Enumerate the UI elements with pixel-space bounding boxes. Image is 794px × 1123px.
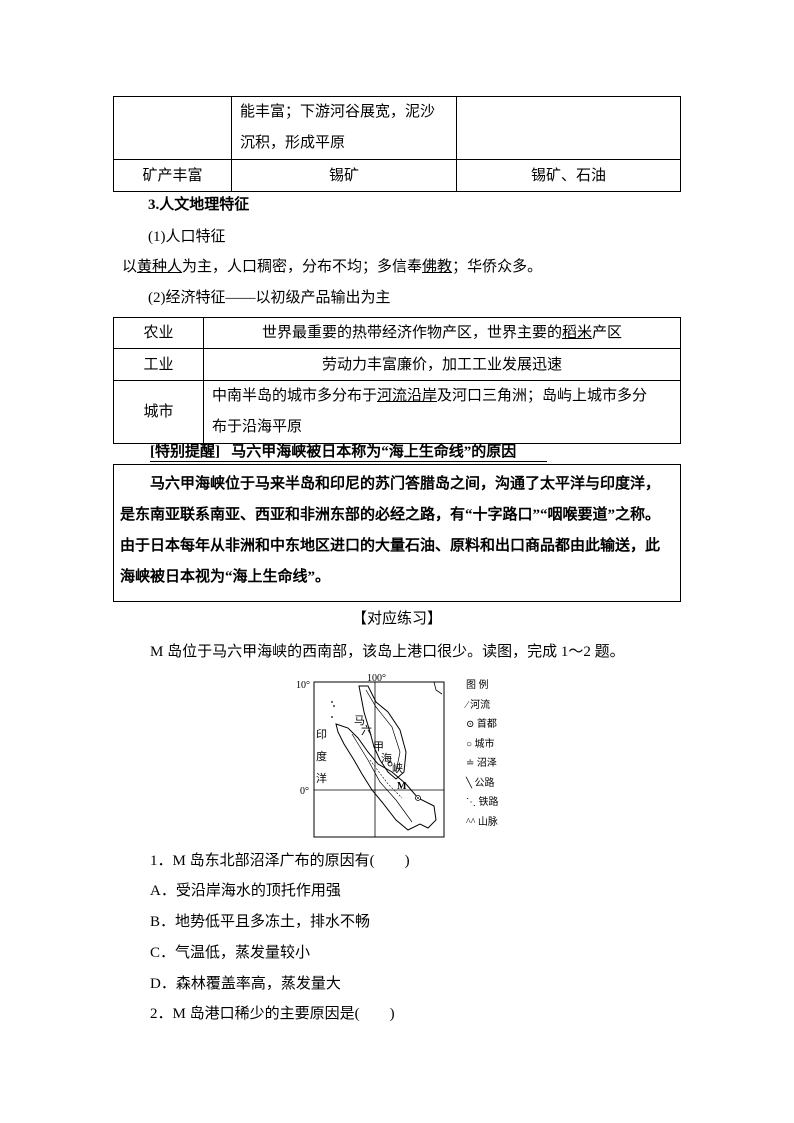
sumatra: [335, 723, 437, 831]
tip-title-text: 马六甲海峡被日本称为“海上生命线”的原因: [231, 444, 517, 460]
map-figure: 10° 0° 100° 印 度 洋 马 六 甲 海 峡 M 图 例 ⁄ 河流 ⊙…: [296, 672, 526, 842]
ocean-label: 度: [316, 749, 327, 763]
legend-label: 公路: [474, 777, 495, 789]
text: 及河口三角洲；岛屿上城市多分: [437, 388, 648, 404]
island-m-label: M: [397, 781, 407, 792]
cell-minerals-1: 锡矿: [231, 159, 457, 192]
cell-minerals-label: 矿产丰富: [113, 159, 232, 192]
legend-item: ○ 城市: [466, 735, 499, 755]
text: 为主，人口稠密，分布不均；多信奉: [182, 259, 423, 275]
text: ；华侨众多。: [452, 259, 543, 275]
question-1: 1．M 岛东北部沼泽广布的原因有( ): [150, 853, 410, 869]
cell-river-desc: 能丰富；下游河谷展宽，泥沙 沉积，形成平原: [231, 96, 457, 160]
swamp-icon: ≐: [466, 758, 477, 769]
key-term: 黄种人: [137, 259, 183, 275]
option-c: C．气温低，蒸发量较小: [150, 945, 311, 961]
text: 布于沿海平原: [212, 419, 303, 435]
legend-item: ^^ 山脉: [466, 813, 499, 833]
ocean-label: 印: [316, 728, 327, 741]
practice-heading: 【对应练习】: [351, 611, 442, 627]
option-a: A．受沿岸海水的顶托作用强: [150, 883, 341, 899]
legend-label: 山脉: [477, 816, 498, 828]
lat-10-label: 10°: [296, 680, 310, 691]
strait-label: 甲: [373, 741, 384, 753]
legend-item: ╲ 公路: [466, 774, 499, 794]
text: 产区: [592, 325, 623, 341]
legend-label: 沼泽: [476, 758, 497, 769]
practice-intro: M 岛位于马六甲海峡的西南部，该岛上港口很少。读图，完成 1～2 题。: [150, 644, 625, 660]
option-d: D．森林覆盖率高，蒸发量大: [150, 976, 341, 992]
lon-100-label: 100°: [367, 673, 386, 684]
legend-item: ⋱ 铁路: [466, 793, 499, 813]
text: 中南半岛的城市多分布于: [212, 388, 378, 404]
cell-empty: [456, 96, 681, 160]
legend-label: 河流: [470, 699, 491, 711]
cell-agriculture: 世界最重要的热带经济作物产区，世界主要的稻米产区: [203, 317, 681, 349]
road-icon: ╲: [466, 777, 475, 789]
map-legend: 图 例 ⁄ 河流 ⊙ 首都 ○ 城市 ≐ 沼泽 ╲ 公路 ⋱ 铁路 ^^ 山脉: [466, 676, 499, 832]
question-2: 2．M 岛港口稀少的主要原因是( ): [150, 1006, 395, 1022]
map-malacca: 10° 0° 100° 印 度 洋 马 六 甲 海 峡 M: [296, 673, 445, 838]
option-b: B．地势低平且多冻土，排水不畅: [150, 914, 371, 930]
cell-empty: [113, 96, 232, 160]
population-text: 以黄种人为主，人口稠密，分布不均；多信奉佛教；华侨众多。: [122, 255, 542, 276]
tip-box: 马六甲海峡位于马来半岛和印尼的苏门答腊岛之间，沟通了太平洋与印度洋，是东南亚联系…: [113, 464, 681, 602]
lat-0-label: 0°: [300, 786, 309, 797]
strait-label: 马: [354, 714, 365, 727]
legend-item: ≐ 沼泽: [466, 754, 499, 774]
tip-body: 马六甲海峡位于马来半岛和印尼的苏门答腊岛之间，沟通了太平洋与印度洋，是东南亚联系…: [120, 476, 661, 585]
cell-label: 工业: [113, 348, 204, 381]
strait-label: 海: [381, 751, 392, 765]
cell-label: 农业: [113, 317, 204, 349]
river-icon: ⁄: [466, 699, 471, 711]
landform-table: 能丰富；下游河谷展宽，泥沙 沉积，形成平原 矿产丰富 锡矿 锡矿、石油: [113, 96, 681, 192]
cell-industry: 劳动力丰富廉价，加工工业发展迅速: [203, 348, 681, 381]
key-term: 河流沿岸: [377, 388, 438, 404]
text: 以: [122, 259, 138, 275]
section-heading: 3.人文地理特征: [148, 197, 250, 213]
malay-peninsula: [358, 685, 407, 780]
legend-item: ⁄ 河流: [466, 696, 499, 716]
legend-item: ⊙ 首都: [466, 715, 499, 735]
cell-label: 城市: [113, 380, 204, 444]
capital-icon: ⊙: [466, 719, 477, 730]
strait-label: 六: [361, 724, 372, 737]
strait-label: 峡: [392, 761, 403, 775]
city-icon: ○: [466, 738, 475, 750]
subheading-population: (1)人口特征: [148, 229, 226, 245]
legend-title: 图 例: [466, 680, 489, 691]
cell-minerals-2: 锡矿、石油: [456, 159, 681, 192]
text: 世界最重要的热带经济作物产区，世界主要的: [261, 325, 562, 341]
mountain-icon: ^^: [466, 816, 478, 828]
legend-label: 首都: [476, 719, 497, 730]
subheading-economy: (2)经济特征——以初级产品输出为主: [148, 290, 391, 306]
key-term: 佛教: [422, 259, 453, 275]
legend-label: 铁路: [478, 797, 499, 808]
ocean-label: 洋: [316, 771, 327, 785]
tip-tag: [特别提醒]: [150, 444, 220, 460]
railway-icon: ⋱: [466, 797, 479, 808]
tip-title: [特别提醒] 马六甲海峡被日本称为“海上生命线”的原因: [150, 443, 547, 462]
legend-label: 城市: [474, 738, 495, 750]
cell-text: 能丰富；下游河谷展宽，泥沙: [240, 104, 436, 120]
cell-text: 沉积，形成平原: [240, 135, 346, 151]
cell-city: 中南半岛的城市多分布于河流沿岸及河口三角洲；岛屿上城市多分布于沿海平原: [203, 380, 681, 444]
economy-table: 农业 世界最重要的热带经济作物产区，世界主要的稻米产区 工业 劳动力丰富廉价，加…: [113, 317, 681, 444]
key-term: 稻米: [561, 325, 592, 341]
